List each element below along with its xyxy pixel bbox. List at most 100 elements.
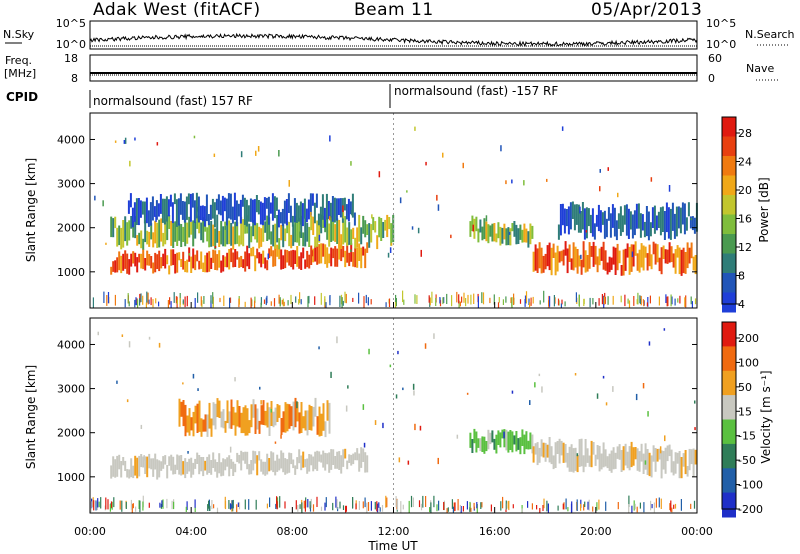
scatter-echo — [648, 341, 651, 346]
range-cell — [302, 232, 305, 247]
range-cell — [168, 456, 171, 466]
range-cell — [625, 204, 628, 236]
scatter-echo — [329, 135, 331, 142]
range-cell — [380, 218, 383, 241]
range-cell — [208, 454, 211, 473]
scatter-echo — [330, 371, 332, 378]
range-cell — [332, 220, 335, 241]
range-cell — [314, 236, 317, 248]
nave-label: Nave — [746, 62, 774, 75]
near-range-echo — [458, 294, 460, 304]
near-range-echo — [152, 299, 154, 308]
near-range-echo — [279, 297, 281, 306]
y-tick-label: 2000 — [57, 427, 85, 440]
range-cell — [668, 444, 671, 457]
near-range-echo — [670, 500, 672, 512]
cpid-program-1: normalsound (fast) 157 RF — [93, 94, 253, 108]
range-cell — [153, 206, 156, 217]
range-cell — [152, 458, 155, 477]
range-cell — [321, 194, 324, 220]
near-range-echo — [694, 298, 697, 305]
range-cell — [256, 455, 259, 476]
range-cell — [244, 251, 247, 272]
scatter-echo — [690, 218, 693, 221]
range-cell — [626, 243, 629, 258]
near-range-echo — [385, 302, 387, 308]
range-cell — [598, 445, 601, 472]
range-cell — [242, 452, 245, 461]
near-range-echo — [636, 299, 638, 305]
range-cell — [525, 431, 528, 450]
range-cell — [168, 265, 171, 275]
range-cell — [527, 440, 530, 450]
range-cell — [643, 221, 646, 238]
near-range-echo — [309, 501, 311, 509]
scatter-echo — [450, 234, 452, 239]
near-range-echo — [612, 295, 614, 305]
range-cell — [216, 462, 219, 478]
range-cell — [628, 246, 631, 275]
range-cell — [481, 436, 484, 452]
near-range-echo — [637, 292, 639, 305]
range-cell — [202, 419, 205, 432]
range-cell — [614, 452, 617, 469]
range-cell — [219, 200, 222, 216]
range-cell — [534, 443, 537, 455]
range-cell — [594, 454, 597, 466]
noise-trace — [89, 32, 698, 47]
range-cell — [252, 450, 255, 471]
range-cell — [332, 449, 335, 465]
range-cell — [588, 242, 591, 269]
freq-left-label-2: [MHz] — [4, 67, 36, 80]
range-cell — [485, 221, 488, 242]
range-cell — [489, 432, 492, 445]
range-cell — [338, 220, 341, 248]
range-cell — [136, 257, 139, 273]
near-range-echo — [113, 497, 115, 508]
range-cell — [152, 232, 155, 248]
cpid-label: CPID — [6, 90, 38, 104]
range-cell — [196, 250, 199, 262]
near-range-echo — [212, 292, 214, 304]
range-cell — [300, 252, 303, 270]
range-cell — [495, 233, 498, 243]
range-cell — [583, 208, 586, 240]
range-cell — [290, 250, 293, 268]
range-cell — [242, 259, 245, 269]
range-cell — [176, 252, 179, 273]
range-cell — [577, 204, 580, 233]
near-range-echo — [480, 502, 482, 509]
near-range-echo — [543, 498, 545, 509]
range-cell — [240, 450, 243, 471]
scatter-echo — [617, 192, 619, 198]
scatter-echo — [299, 231, 301, 238]
range-cell — [134, 216, 137, 239]
range-cell — [190, 417, 193, 431]
near-range-echo — [412, 497, 414, 507]
range-cell — [622, 249, 625, 276]
near-range-echo — [402, 504, 404, 510]
range-cell — [525, 228, 528, 243]
range-cell — [665, 202, 668, 233]
range-cell — [268, 458, 271, 472]
colorbar-segment — [722, 395, 736, 420]
near-range-echo — [466, 501, 468, 510]
range-cell — [597, 204, 600, 232]
range-cell — [244, 219, 247, 234]
range-cell — [291, 215, 294, 227]
near-range-echo — [324, 502, 326, 511]
range-cell — [479, 438, 482, 452]
range-cell — [156, 222, 159, 248]
range-cell — [602, 442, 605, 468]
y-tick-label: 1000 — [57, 266, 85, 279]
range-cell — [571, 201, 574, 219]
range-cell — [660, 247, 663, 275]
near-range-echo — [97, 498, 99, 508]
range-cell — [646, 449, 649, 475]
range-cell — [171, 202, 174, 223]
range-cell — [170, 454, 173, 471]
range-cell — [158, 460, 161, 478]
range-cell — [599, 210, 602, 233]
range-cell — [390, 223, 393, 246]
range-cell — [152, 262, 155, 274]
